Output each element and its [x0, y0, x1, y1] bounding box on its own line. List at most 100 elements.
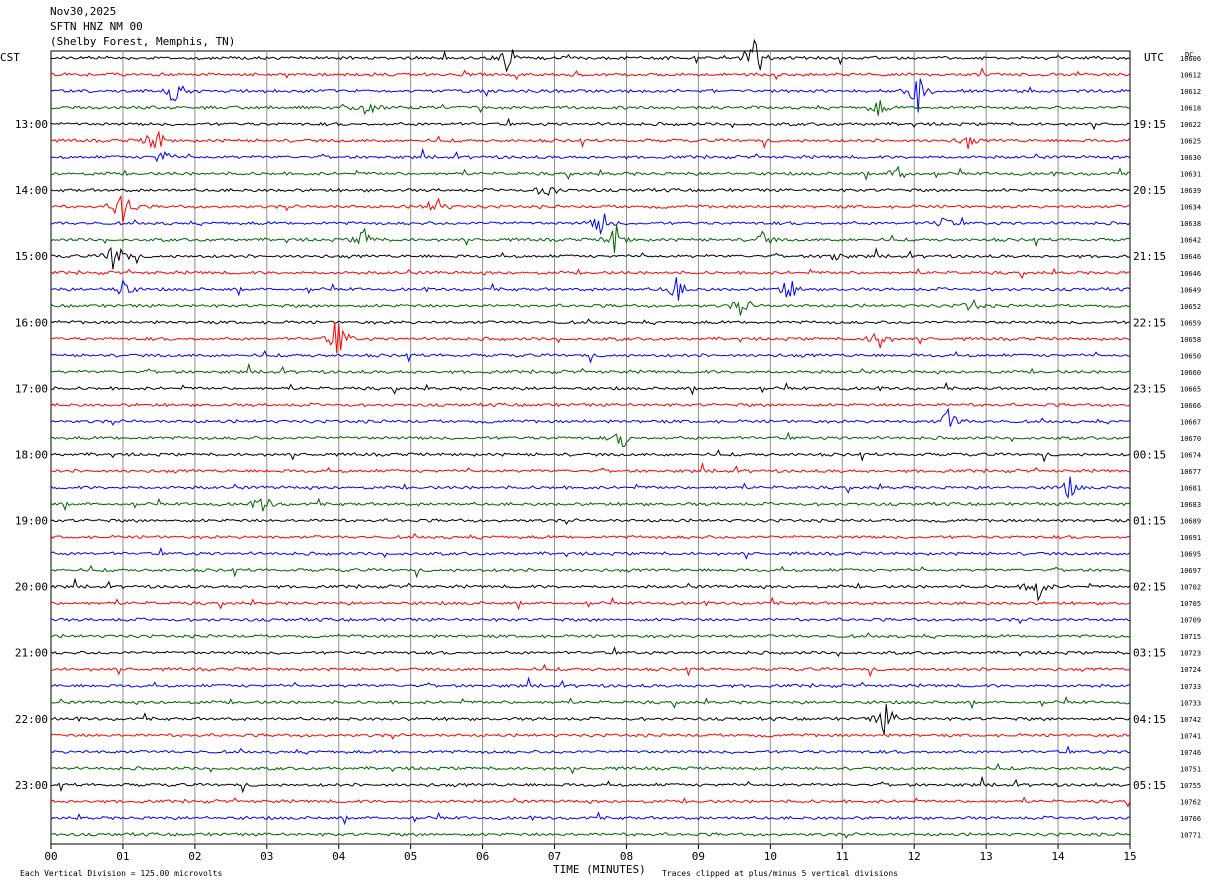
- dc-offset-value: 10741: [1180, 732, 1201, 740]
- trace-line: [50, 811, 1131, 826]
- cst-hour-label: 14:00: [15, 184, 48, 197]
- dc-offset-value: 10646: [1180, 253, 1201, 261]
- x-tick-label: 12: [908, 850, 921, 863]
- trace-line: [50, 775, 1131, 794]
- dc-offset-value: 10766: [1180, 815, 1201, 823]
- dc-offset-value: 10724: [1180, 666, 1201, 674]
- trace-line: [50, 78, 1131, 113]
- trace-line: [50, 676, 1131, 689]
- trace-line: [50, 449, 1131, 463]
- cst-hour-labels: 13:00 14:00 15:00 16:00 17:00 18:00 19:00 20:00…: [15, 118, 48, 792]
- x-tick-label: 06: [476, 850, 489, 863]
- x-tick-label: 14: [1051, 850, 1065, 863]
- trace-line: [50, 632, 1131, 640]
- cst-hour-label: 16:00: [15, 316, 48, 329]
- dc-offset-value: 10652: [1180, 303, 1201, 311]
- trace-line: [50, 130, 1131, 149]
- trace-line: [50, 100, 1131, 116]
- dc-offset-value: 10691: [1180, 534, 1201, 542]
- location-label: (Shelby Forest, Memphis, TN): [50, 35, 236, 48]
- dc-offset-value: 10638: [1180, 220, 1201, 228]
- trace-line: [50, 577, 1131, 602]
- trace-line: [50, 431, 1131, 448]
- dc-offset-value: 10762: [1180, 798, 1201, 806]
- dc-offset-value: 10733: [1180, 683, 1201, 691]
- dc-offset-value: 10639: [1180, 187, 1201, 195]
- trace-line: [50, 546, 1131, 560]
- trace-line: [50, 147, 1131, 163]
- dc-label: DC: [1185, 51, 1194, 59]
- trace-line: [50, 663, 1131, 678]
- trace-line: [50, 704, 1131, 735]
- utc-hour-label: 21:15: [1133, 250, 1166, 263]
- dc-offset-value: 10666: [1180, 402, 1201, 410]
- cst-hour-label: 18:00: [15, 448, 48, 461]
- trace-line: [50, 407, 1131, 427]
- x-tick-label: 09: [692, 850, 705, 863]
- trace-line: [50, 165, 1131, 181]
- trace-line: [50, 518, 1131, 526]
- trace-line: [50, 224, 1131, 253]
- trace-line: [50, 646, 1131, 658]
- right-timezone-label: UTC: [1144, 51, 1164, 64]
- utc-hour-label: 02:15: [1133, 581, 1166, 594]
- utc-hour-label: 22:15: [1133, 316, 1166, 329]
- dc-offset-value: 10660: [1180, 369, 1201, 377]
- trace-line: [50, 38, 1131, 73]
- x-tick-label: 10: [764, 850, 777, 863]
- dc-offset-value: 10674: [1180, 451, 1201, 459]
- dc-offset-value: 10702: [1180, 584, 1201, 592]
- trace-line: [50, 497, 1131, 512]
- trace-line: [50, 381, 1131, 396]
- dc-offset-value: 10618: [1180, 105, 1201, 113]
- dc-offset-value: 10642: [1180, 237, 1201, 245]
- x-tick-label: 02: [188, 850, 201, 863]
- trace-line: [50, 246, 1131, 270]
- dc-offset-value: 10625: [1180, 138, 1201, 146]
- dc-offset-value: 10670: [1180, 435, 1201, 443]
- trace-line: [50, 533, 1131, 541]
- dc-offset-value: 10677: [1180, 468, 1201, 476]
- dc-offset-value: 10658: [1180, 336, 1201, 344]
- trace-line: [50, 117, 1131, 131]
- dc-offset-value: 10612: [1180, 88, 1201, 96]
- x-tick-label: 15: [1123, 850, 1136, 863]
- dc-offset-value: 10755: [1180, 782, 1201, 790]
- plot-frame: [50, 50, 1131, 845]
- dc-offset-value: 10742: [1180, 716, 1201, 724]
- utc-hour-labels: 19:15 20:15 21:15 22:15 23:15 00:15 01:15 02:15…: [1133, 118, 1166, 792]
- trace-line: [50, 187, 1131, 196]
- trace-line: [50, 402, 1131, 408]
- dc-offset-value: 10751: [1180, 765, 1201, 773]
- trace-line: [50, 362, 1131, 375]
- dc-offset-value: 10709: [1180, 617, 1201, 625]
- dc-offset-value: 10649: [1180, 286, 1201, 294]
- x-tick-label: 11: [836, 850, 849, 863]
- cst-hour-label: 20:00: [15, 581, 48, 594]
- utc-hour-label: 05:15: [1133, 779, 1166, 792]
- trace-line: [50, 267, 1131, 280]
- cst-hour-label: 13:00: [15, 118, 48, 131]
- dc-offset-labels: 10606 10612 10612 10618 10622 10625 10630 10631…: [1180, 55, 1201, 839]
- utc-hour-label: 19:15: [1133, 118, 1166, 131]
- trace-line: [50, 695, 1131, 710]
- dc-offset-value: 10695: [1180, 551, 1201, 559]
- x-axis-title: TIME (MINUTES): [553, 863, 646, 876]
- dc-offset-value: 10723: [1180, 650, 1201, 658]
- cst-hour-label: 15:00: [15, 250, 48, 263]
- dc-offset-value: 10650: [1180, 352, 1201, 360]
- utc-hour-label: 00:15: [1133, 448, 1166, 461]
- dc-offset-value: 10634: [1180, 204, 1201, 212]
- trace-line: [51, 213, 1131, 236]
- trace-line: [51, 831, 1131, 839]
- dc-offset-value: 10665: [1180, 385, 1201, 393]
- trace-line: [50, 732, 1131, 740]
- trace-line: [50, 67, 1131, 81]
- trace-line: [50, 277, 1131, 301]
- dc-offset-value: 10705: [1180, 600, 1201, 608]
- minute-grid: [50, 50, 1131, 845]
- x-tick-label: 13: [980, 850, 993, 863]
- trace-line: [50, 796, 1131, 808]
- utc-hour-label: 01:15: [1133, 515, 1166, 528]
- trace-line: [50, 195, 1130, 223]
